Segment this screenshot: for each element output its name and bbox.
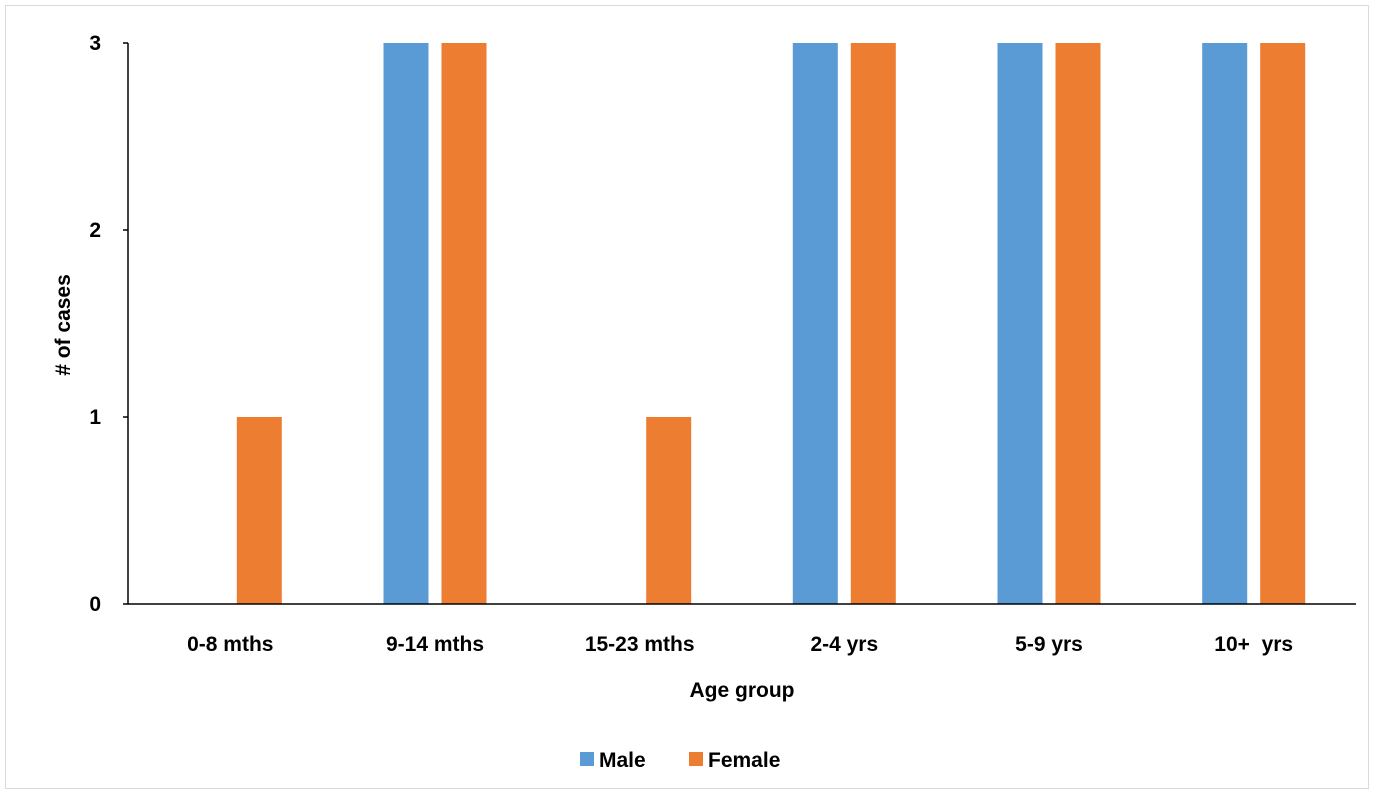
y-tick-label: 2	[89, 219, 101, 242]
bar-female-2	[646, 417, 692, 604]
legend-swatch-female	[689, 752, 703, 766]
chart-frame	[5, 5, 1369, 789]
axes	[123, 42, 1356, 605]
bar-female-4	[1055, 43, 1101, 604]
legend-label-male: Male	[599, 749, 646, 772]
bar-female-5	[1260, 43, 1306, 604]
bars	[236, 43, 1306, 604]
bar-female-3	[850, 43, 896, 604]
bar-male-1	[383, 43, 429, 604]
y-tick-label: 1	[89, 406, 101, 429]
x-axis-label: Age group	[690, 679, 795, 702]
bar-male-4	[997, 43, 1043, 604]
legend: Male Female	[580, 749, 780, 772]
y-axis-ticks: 0 1 2 3	[89, 32, 101, 616]
bar-male-3	[792, 43, 838, 604]
bar-male-5	[1202, 43, 1248, 604]
y-tick-label: 3	[89, 32, 101, 55]
y-tick-label: 0	[89, 593, 101, 616]
legend-label-female: Female	[708, 749, 780, 772]
x-axis-ticks: 0-8 mths 9-14 mths 15-23 mths 2-4 yrs 5-9 yr…	[187, 633, 1293, 656]
x-tick-label: 5-9 yrs	[1015, 633, 1083, 656]
x-tick-label: 0-8 mths	[187, 633, 273, 656]
x-tick-label: 2-4 yrs	[810, 633, 878, 656]
x-tick-label: 9-14 mths	[386, 633, 484, 656]
y-axis-label: # of cases	[52, 274, 75, 376]
bar-female-0	[236, 417, 282, 604]
x-tick-label: 10+ yrs	[1214, 633, 1293, 656]
x-tick-label: 15-23 mths	[585, 633, 695, 656]
bar-female-1	[441, 43, 487, 604]
legend-swatch-male	[580, 752, 594, 766]
